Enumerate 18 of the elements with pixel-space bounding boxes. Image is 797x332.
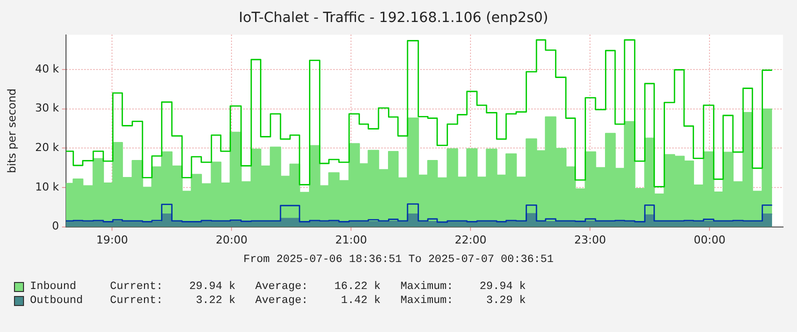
x-tick-label: 21:00 (335, 233, 367, 246)
text: Current: 29.94 k Average: 16.22 k Maximum: 29.94 k (110, 281, 526, 293)
text: Current: 3.22 k Average: 1.42 k Maximum: 3.29 k (110, 295, 526, 307)
y-tick-label: 30 k (35, 102, 60, 115)
chart-title: IoT-Chalet - Traffic - 192.168.1.106 (enp2s0) (238, 10, 548, 26)
text: From 2025-07-06 18:36:51 To 2025-07-07 00:36:51 (242, 254, 555, 266)
x-tick-label: 00:00 (694, 233, 726, 246)
x-tick-label: 20:00 (216, 233, 248, 246)
y-tick-label: 20 k (35, 140, 60, 154)
y-tick-label: 10 k (35, 180, 60, 194)
legend-label: Inbound (30, 281, 78, 293)
y-tick-label: 40 k (35, 62, 60, 76)
x-tick-label: 22:00 (454, 233, 486, 246)
x-tick-label: 23:00 (574, 233, 606, 246)
legend-label: Outbound (30, 295, 84, 307)
y-axis-title: bits per second (5, 88, 18, 174)
y-tick-label: 0 (52, 220, 59, 233)
x-tick-label: 19:00 (96, 233, 128, 246)
